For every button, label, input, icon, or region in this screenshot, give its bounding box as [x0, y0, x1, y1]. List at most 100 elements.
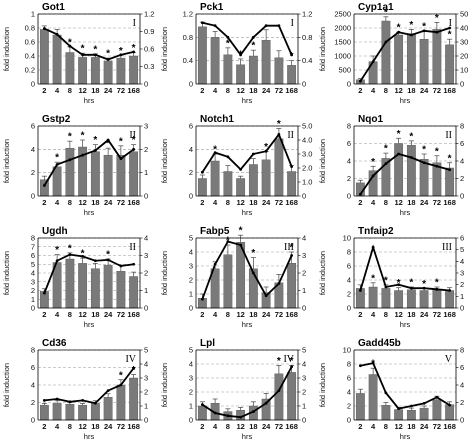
significance-star: *: [397, 23, 401, 34]
x-tick-label: 24: [420, 310, 429, 319]
line-point: [277, 282, 281, 285]
x-tick-label: 24: [104, 310, 113, 319]
line-point: [409, 404, 413, 408]
bar: [368, 374, 378, 421]
bar: [78, 57, 88, 85]
x-tick-label: 12: [78, 422, 86, 431]
bar: [52, 34, 62, 85]
bar: [90, 268, 100, 309]
x-tick-label: 12: [394, 310, 402, 319]
bar: [445, 44, 455, 85]
x-tick-label: 4: [371, 310, 376, 319]
line-point: [81, 399, 85, 402]
y-tick-label: 5: [31, 260, 35, 269]
y-tick-label: 3: [189, 262, 193, 271]
y2-tick-label: 2: [144, 145, 148, 154]
line-point: [397, 283, 401, 287]
line-point: [200, 403, 204, 406]
significance-star: *: [93, 135, 97, 146]
y-tick-label: 6: [347, 139, 351, 148]
line-point: [371, 245, 375, 249]
y2-tick-label: 4: [144, 360, 148, 369]
line-point: [358, 289, 362, 292]
y-tick-label: 4: [347, 388, 351, 397]
chart-title: Cd36: [42, 338, 67, 349]
line-point: [264, 294, 268, 298]
x-tick-label: 18: [249, 198, 257, 207]
bar: [261, 40, 271, 85]
line-point: [435, 287, 439, 291]
bar: [90, 403, 100, 421]
group-label: I: [133, 18, 136, 29]
bar: [210, 160, 220, 197]
x-tick-label: 24: [104, 86, 113, 95]
y-tick-label: 8: [347, 248, 351, 257]
line-point: [448, 403, 452, 407]
y2-tick-label: 0.9: [144, 27, 154, 36]
x-tick-label: 2: [200, 422, 204, 431]
bar: [197, 178, 207, 197]
y2-tick-label: 10: [460, 66, 468, 75]
y2-tick-label: 1.2: [144, 10, 154, 19]
bar: [78, 263, 88, 309]
y2-tick-label: 0.4: [302, 56, 312, 65]
x-tick-label: 72: [117, 310, 125, 319]
line-point: [42, 184, 46, 187]
x-tick-label: 168: [127, 422, 140, 431]
x-tick-label: 12: [78, 310, 86, 319]
group-label: V: [445, 354, 453, 365]
bar: [274, 57, 284, 85]
series-line: [359, 153, 450, 195]
bar: [432, 289, 442, 309]
group-label: II: [445, 130, 452, 141]
line-point: [435, 164, 439, 168]
significance-star: *: [93, 44, 97, 55]
y2-tick-label: 0.8: [302, 33, 312, 42]
line-point: [119, 383, 123, 387]
line-point: [68, 253, 72, 257]
line-point: [239, 168, 243, 171]
line-point: [132, 262, 136, 266]
x-tick-label: 168: [443, 310, 456, 319]
bar: [103, 397, 113, 421]
y2-tick-label: 6: [460, 234, 464, 243]
bar: [261, 159, 271, 197]
significance-star: *: [397, 129, 401, 140]
x-tick-label: 12: [394, 422, 402, 431]
line-point: [277, 133, 281, 136]
line-point: [435, 30, 439, 34]
y-tick-label: 0: [31, 192, 35, 201]
bar: [287, 372, 297, 421]
y2-tick-label: 1.0: [302, 178, 312, 187]
series-line: [201, 132, 293, 173]
line-point: [132, 366, 136, 370]
line-point: [384, 285, 388, 289]
y2-tick-label: 5: [302, 346, 306, 355]
y-axis-label: fold induction: [160, 251, 169, 295]
significance-star: *: [264, 142, 268, 153]
bar: [197, 26, 207, 85]
line-point: [42, 27, 46, 30]
chart-title: Fabp5: [200, 226, 230, 237]
y-tick-label: 0.2: [25, 66, 35, 75]
y2-tick-label: 2: [302, 269, 306, 278]
y-axis-label: fold induction: [2, 139, 11, 183]
significance-star: *: [132, 43, 136, 54]
x-axis-label: hrs: [400, 320, 411, 329]
x-tick-label: 2: [42, 310, 46, 319]
bar: [394, 409, 404, 421]
y-tick-label: 6: [347, 262, 351, 271]
significance-star: *: [277, 119, 281, 130]
y2-tick-label: 2: [144, 388, 148, 397]
y2-tick-label: 0: [460, 416, 464, 425]
y-tick-label: 10: [343, 234, 351, 243]
bar: [65, 404, 75, 421]
line-point: [409, 33, 413, 37]
x-axis-label: hrs: [242, 320, 253, 329]
line-point: [226, 155, 230, 159]
line-point: [55, 33, 59, 36]
